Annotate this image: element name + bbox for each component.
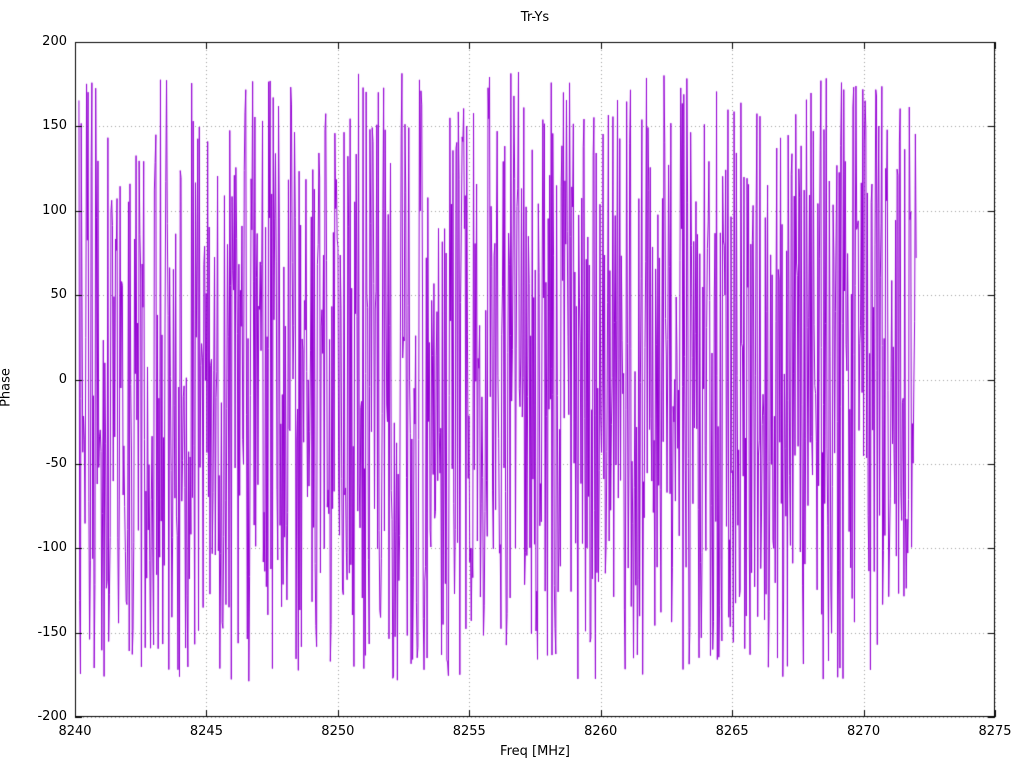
- x-tick-label: 8260: [584, 724, 618, 739]
- y-tick-label: 200: [42, 34, 67, 49]
- chart-title: Tr-Ys: [520, 10, 550, 25]
- x-tick-label: 8240: [58, 724, 92, 739]
- x-tick-label: 8270: [847, 724, 881, 739]
- y-tick-label: -150: [37, 624, 67, 640]
- x-tick-label: 8250: [321, 724, 355, 739]
- x-tick-label: 8265: [715, 724, 749, 739]
- y-tick-label: 50: [50, 287, 67, 303]
- x-tick-label: 8245: [189, 724, 223, 739]
- x-tick-label: 8275: [978, 724, 1012, 739]
- y-tick-label: -100: [37, 540, 67, 556]
- y-tick-label: -200: [37, 709, 67, 724]
- y-tick-label: -50: [45, 455, 67, 471]
- y-tick-label: 0: [58, 371, 67, 387]
- x-axis-label: Freq [MHz]: [500, 744, 570, 759]
- y-tick-label: 150: [42, 118, 67, 134]
- x-tick-label: 8255: [452, 724, 486, 739]
- y-tick-label: 100: [42, 202, 67, 218]
- y-axis-label: Phase: [0, 368, 14, 407]
